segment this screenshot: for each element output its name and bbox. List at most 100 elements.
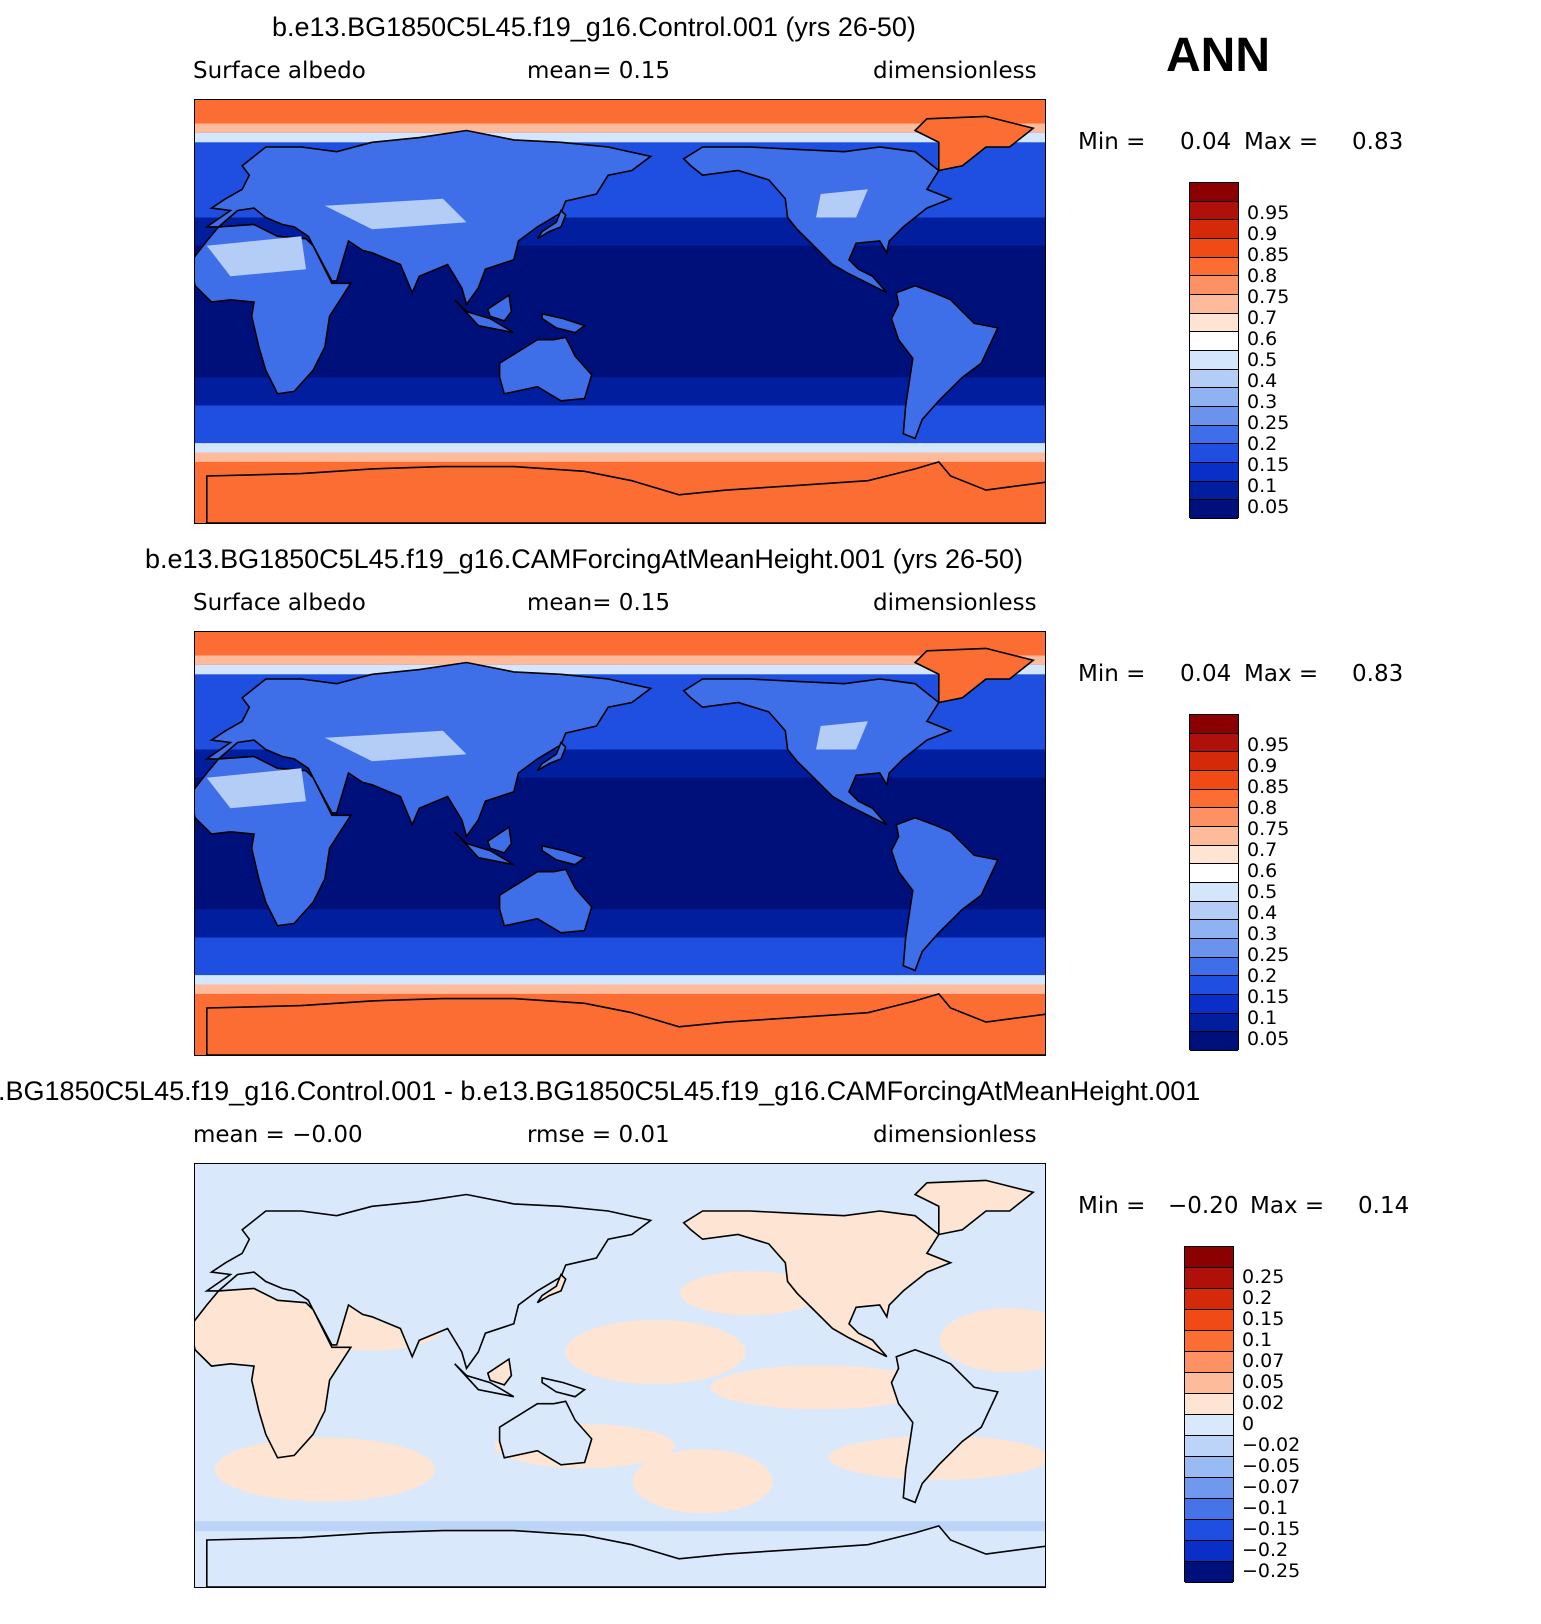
colorbar-swatch [1190, 257, 1238, 277]
max-label: Max = [1244, 661, 1319, 687]
colorbar-label: 0.05 [1242, 1371, 1285, 1393]
colorbar-swatch [1190, 500, 1238, 519]
colorbar-swatch [1190, 425, 1238, 445]
mean-label: mean= 0.15 [527, 590, 671, 616]
panel-title: b.e13.BG1850C5L45.f19_g16.CAMForcingAtMe… [145, 544, 1024, 574]
season-label: ANN [1166, 29, 1270, 82]
colorbar-label: 0.25 [1247, 944, 1290, 966]
colorbar-swatch [1185, 1394, 1233, 1415]
colorbar-label: 0.9 [1247, 755, 1278, 777]
colorbar-label: 0.5 [1247, 881, 1278, 903]
colorbar-swatch [1190, 1013, 1238, 1033]
colorbar-label: −0.15 [1242, 1518, 1301, 1540]
colorbar-label: 0 [1242, 1413, 1255, 1435]
colorbar-swatch [1185, 1562, 1233, 1583]
map-svg [195, 632, 1045, 1055]
colorbar-swatch [1185, 1289, 1233, 1310]
colorbar-swatch [1185, 1541, 1233, 1562]
colorbar-swatch [1190, 201, 1238, 221]
colorbar-swatch [1185, 1520, 1233, 1541]
colorbar-label: −0.07 [1242, 1476, 1301, 1498]
map-svg [195, 1164, 1045, 1587]
colorbar-swatch [1190, 752, 1238, 771]
colorbar-label: 0.85 [1247, 776, 1290, 798]
colorbar-label: 0.15 [1247, 454, 1290, 476]
min-label: Min = [1078, 1193, 1146, 1219]
colorbar-label: 0.1 [1242, 1329, 1273, 1351]
min-value: 0.04 [1180, 129, 1232, 155]
difference-map [194, 1163, 1046, 1588]
colorbar-swatch [1190, 939, 1238, 958]
colorbar-label: 0.5 [1247, 349, 1278, 371]
colorbar-label: 0.25 [1247, 412, 1290, 434]
units-label: dimensionless [873, 1122, 1037, 1148]
colorbar-box [1189, 714, 1239, 1051]
colorbar-swatch [1190, 407, 1238, 426]
colorbar-label: −0.2 [1242, 1539, 1289, 1561]
colorbar-swatch [1190, 845, 1238, 865]
colorbar-swatch [1190, 239, 1238, 258]
min-label: Min = [1078, 129, 1146, 155]
colorbar-swatch [1190, 827, 1238, 846]
colorbar-label: 0.75 [1247, 286, 1290, 308]
colorbar-swatch [1190, 313, 1238, 333]
colorbar-swatch [1190, 220, 1238, 239]
max-label: Max = [1250, 1193, 1325, 1219]
colorbar-swatch [1185, 1373, 1233, 1394]
colorbar-swatch [1190, 332, 1238, 351]
max-label: Max = [1244, 129, 1319, 155]
colorbar-label: 0.15 [1242, 1308, 1285, 1330]
colorbar-swatch [1190, 771, 1238, 790]
colorbar-label: −0.02 [1242, 1434, 1301, 1456]
colorbar-label: 0.9 [1247, 223, 1278, 245]
colorbar-label: 0.8 [1247, 265, 1278, 287]
colorbar-swatch [1190, 976, 1238, 995]
colorbar-swatch [1190, 444, 1238, 463]
colorbar-swatch [1190, 901, 1238, 921]
colorbar-swatch [1185, 1268, 1233, 1289]
colorbar-label: 0.3 [1247, 923, 1278, 945]
colorbar-swatch [1190, 864, 1238, 883]
colorbar-swatch [1185, 1415, 1233, 1436]
colorbar-label: 0.25 [1242, 1266, 1285, 1288]
colorbar-label: 0.6 [1247, 860, 1278, 882]
mean-label: mean= 0.15 [527, 58, 671, 84]
colorbar-swatch [1185, 1331, 1233, 1352]
min-value: 0.04 [1180, 661, 1232, 687]
min-label: Min = [1078, 661, 1146, 687]
colorbar-swatch [1185, 1352, 1233, 1373]
colorbar-swatch [1190, 733, 1238, 753]
colorbar-swatch [1190, 388, 1238, 407]
colorbar-label: −0.05 [1242, 1455, 1301, 1477]
mean-label: mean = −0.00 [193, 1122, 363, 1148]
min-value: −0.20 [1168, 1193, 1239, 1219]
colorbar-swatch [1190, 463, 1238, 482]
colorbar-swatch [1190, 789, 1238, 809]
colorbar-box [1189, 182, 1239, 519]
colorbar-swatch [1190, 715, 1238, 734]
colorbar-label: 0.95 [1247, 734, 1290, 756]
colorbar-swatch [1190, 369, 1238, 389]
colorbar-swatch [1185, 1478, 1233, 1499]
albedo-map [194, 631, 1046, 1056]
colorbar-swatch [1185, 1499, 1233, 1520]
colorbar-label: 0.15 [1247, 986, 1290, 1008]
colorbar-swatch [1185, 1436, 1233, 1457]
units-label: dimensionless [873, 590, 1037, 616]
colorbar-swatch [1190, 295, 1238, 314]
colorbar-label: 0.1 [1247, 475, 1278, 497]
colorbar-label: 0.4 [1247, 370, 1278, 392]
colorbar-label: 0.6 [1247, 328, 1278, 350]
panel-title: b.e13.BG1850C5L45.f19_g16.Control.001 (y… [272, 12, 916, 42]
colorbar-label: 0.85 [1247, 244, 1290, 266]
colorbar-swatch [1185, 1247, 1233, 1268]
colorbar-label: 0.05 [1247, 496, 1290, 518]
colorbar-label: −0.1 [1242, 1497, 1289, 1519]
colorbar-label: −0.25 [1242, 1560, 1301, 1582]
colorbar-label: 0.02 [1242, 1392, 1285, 1414]
colorbar-swatch [1190, 995, 1238, 1014]
colorbar-label: 0.8 [1247, 797, 1278, 819]
colorbar-label: 0.2 [1247, 433, 1278, 455]
colorbar-box [1184, 1246, 1234, 1583]
albedo-map [194, 99, 1046, 524]
